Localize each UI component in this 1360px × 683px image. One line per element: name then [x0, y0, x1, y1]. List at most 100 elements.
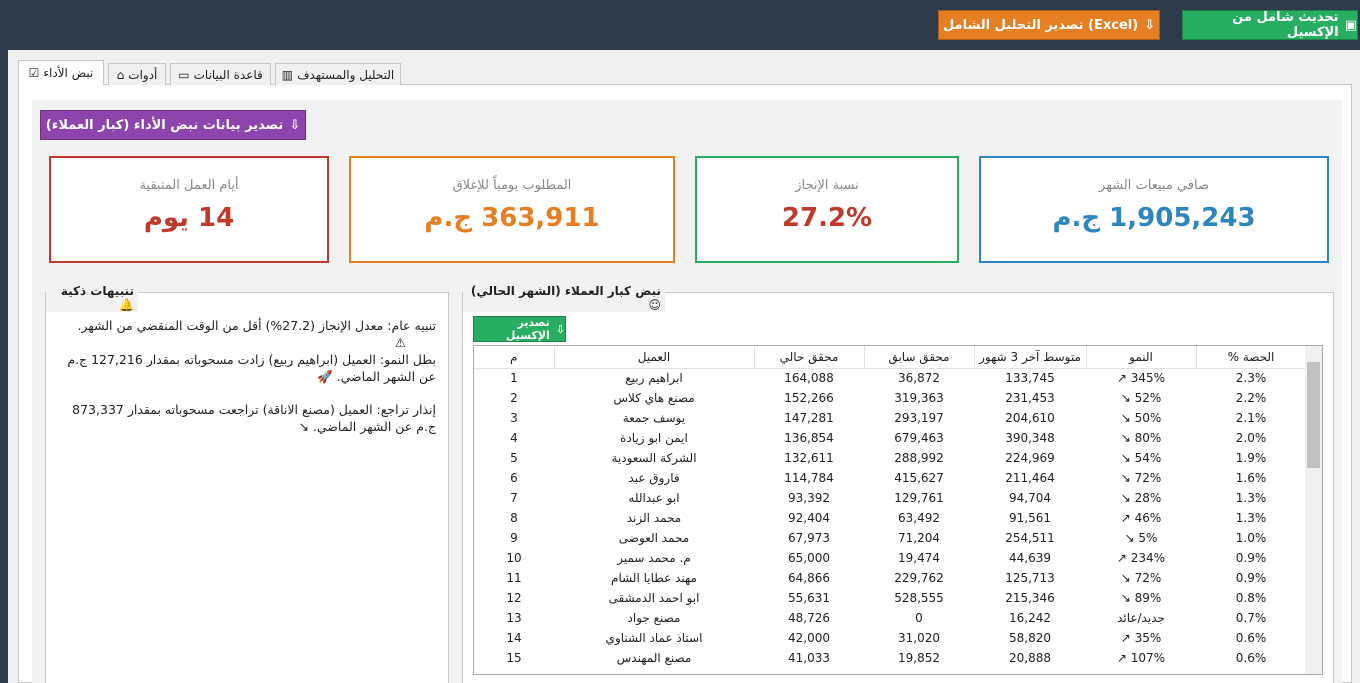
table-row: 2 مصنع هاي كلاس 152,266 319,363 231,453 ↘ 52%… [474, 388, 1306, 408]
table-cell: ↗ 46% [1120, 511, 1162, 525]
table-cell: ايمن ابو زيادة [620, 431, 688, 445]
tab[interactable]: أدوات ⌂ [108, 63, 166, 85]
table-cell: ابراهيم ربيع [625, 371, 683, 386]
table-cell: 14 [506, 631, 522, 645]
refresh-button[interactable]: ▣ تحديث شامل من الإكسيل [1182, 10, 1358, 40]
export-excel-button[interactable]: ⇩ تصدير الإكسيل [473, 316, 566, 342]
table-cell: 1.3% [1235, 491, 1267, 505]
table-cell: 1.3% [1235, 511, 1267, 525]
table-cell: 0.6% [1235, 651, 1267, 665]
tab-label: التحليل والمستهدف [297, 67, 395, 82]
tab[interactable]: قاعدة البيانات ▭ [170, 63, 271, 85]
table-cell: الشركة السعودية [611, 451, 697, 465]
table-cell: 528,555 [894, 591, 944, 605]
tab[interactable]: التحليل والمستهدف ▥ [275, 63, 401, 85]
scroll-thumb[interactable] [1307, 362, 1320, 468]
table-cell: 58,820 [1009, 631, 1051, 645]
table-cell: 65,000 [788, 551, 830, 565]
table-cell: 1.9% [1235, 451, 1267, 465]
alert-icon: ⚠ [394, 335, 406, 350]
button-label: تحديث شامل من الإكسيل [1232, 10, 1339, 40]
table-cell: مهند عطايا الشام [611, 571, 697, 585]
column-header: متوسط آخر 3 شهور [974, 346, 1087, 369]
table-cell: 0.7% [1235, 611, 1267, 625]
table-cell: 1.6% [1235, 471, 1267, 485]
export-pulse-button[interactable]: ⇩ تصدير بيانات نبض الأداء (كبار العملاء) [40, 110, 306, 140]
table-row: 15 مصنع المهندس 41,033 19,852 20,888 ↗ 107% 0.… [474, 648, 1306, 668]
table-cell: 3 [510, 411, 518, 425]
table-cell: 8 [510, 511, 518, 525]
table-cell: 215,346 [1005, 591, 1055, 605]
table-cell: ↘ 80% [1120, 431, 1162, 445]
alert-text: تنبيه عام: معدل الإنجاز (27.2%) أقل من ا… [77, 318, 436, 333]
table-cell: 19,474 [898, 551, 940, 565]
table-cell: 319,363 [894, 391, 944, 405]
table-cell: 288,992 [894, 451, 944, 465]
table-cell: 229,762 [894, 571, 944, 585]
column-header: محقق سابق [864, 346, 975, 369]
tab-label: أدوات [128, 67, 158, 82]
alert: إنذار تراجع: العميل (مصنع الاناقة) تراجع… [51, 401, 436, 435]
table-cell: ↘ 72% [1120, 571, 1162, 585]
table-cell: 164,088 [784, 371, 834, 386]
table-row: 14 استاذ عماد الشناوي 42,000 31,020 58,820 ↗ … [474, 628, 1306, 648]
button-icon: ⇩ [1144, 17, 1156, 33]
table-cell: 92,404 [788, 511, 830, 525]
table-cell: 254,511 [1005, 531, 1055, 545]
kpi-card: المطلوب يومياً للإغلاق 363,911 ج.م [349, 156, 675, 263]
export-button[interactable]: ⇩ (Excel) تصدير التحليل الشامل [938, 10, 1160, 40]
column-header: النمو [1086, 346, 1197, 369]
table-cell: 64,866 [788, 571, 830, 585]
table-body: 1 ابراهيم ربيع 164,088 36,872 133,745 ↗ 345% 2… [474, 368, 1306, 668]
table-row: 9 محمد العوضى 67,973 71,204 254,511 ↘ 5% 1.0% [474, 528, 1306, 548]
tab[interactable]: نبض الأداء ☑ [18, 60, 104, 85]
table-cell: محمد العوضى [618, 531, 690, 545]
button-label: تصدير الإكسيل [505, 316, 550, 342]
table-cell: 41,033 [788, 651, 830, 665]
table-cell: 2.0% [1235, 431, 1267, 445]
tab-icon: ⌂ [116, 67, 125, 82]
table-row: 6 فاروق عبد 114,784 415,627 211,464 ↘ 72% 1.6% [474, 468, 1306, 488]
panel-title-text: تنبيهات ذكية [60, 284, 134, 298]
tab-icon: ▭ [178, 67, 190, 82]
table-cell: مصنع هاي كلاس [613, 391, 695, 405]
table-cell: 1 [510, 371, 518, 386]
table-cell: 67,973 [788, 531, 830, 545]
column-header: م [474, 346, 555, 369]
table-cell: 136,854 [784, 431, 834, 445]
tab-label: نبض الأداء [43, 66, 94, 80]
table-cell: استاذ عماد الشناوي [605, 631, 703, 645]
table-cell: ابو احمد الدمشقى [608, 591, 700, 605]
tab-icon: ▥ [281, 67, 294, 82]
kpi-value: 14 يوم [143, 203, 235, 233]
table-cell: ↘ 54% [1120, 451, 1162, 465]
table-row: 12 ابو احمد الدمشقى 55,631 528,555 215,346 ↘ … [474, 588, 1306, 608]
table-cell: 13 [506, 611, 522, 625]
table-cell: 415,627 [894, 471, 944, 485]
panel-title: تنبيهات ذكية 🔔 [46, 284, 138, 312]
table-row: 8 محمد الزند 92,404 63,492 91,561 ↗ 46% 1.3% [474, 508, 1306, 528]
table-cell: 6 [510, 471, 518, 485]
table-cell: ↘ 52% [1120, 391, 1162, 405]
table-cell: 2.2% [1235, 391, 1267, 405]
column-header: % الحصة [1196, 346, 1307, 369]
table-cell: جديد/عائد [1117, 611, 1165, 625]
table-cell: 0.9% [1235, 551, 1267, 565]
table-cell: 55,631 [788, 591, 830, 605]
table-cell: 129,761 [894, 491, 944, 505]
table-cell: 63,492 [898, 511, 940, 525]
table-cell: محمد الزند [626, 511, 682, 525]
table-cell: 2 [510, 391, 518, 405]
table-cell: 211,464 [1005, 471, 1055, 485]
table-cell: 19,852 [898, 651, 940, 665]
table-cell: 114,784 [784, 471, 834, 485]
table-cell: ↘ 28% [1120, 491, 1162, 505]
table-row: 11 مهند عطايا الشام 64,866 229,762 125,713 ↘ … [474, 568, 1306, 588]
table-cell: مصنع جواد [627, 611, 681, 625]
table-cell: 42,000 [788, 631, 830, 645]
table-cell: 132,611 [784, 451, 834, 465]
table-cell: 4 [510, 431, 518, 445]
table-cell: 204,610 [1005, 411, 1055, 425]
table-cell: 9 [510, 531, 518, 545]
